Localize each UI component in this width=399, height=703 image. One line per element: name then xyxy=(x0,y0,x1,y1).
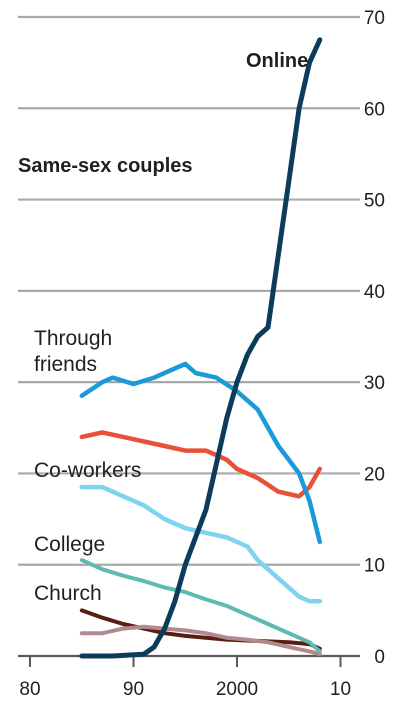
grid-lines xyxy=(18,15,360,658)
series-line-online xyxy=(79,37,323,659)
series-line-through-friends xyxy=(79,361,323,545)
series-label-co-workers: Co-workers xyxy=(34,459,141,482)
x-tick-label-2010: 10 xyxy=(330,679,351,700)
series-label-church: Church xyxy=(34,582,102,605)
x-tick-label-2000: 2000 xyxy=(216,679,258,700)
x-axis: 80 90 2000 10 xyxy=(19,656,351,700)
y-tick-label-30: 30 xyxy=(364,373,385,394)
chart-subtitle: Same-sex couples xyxy=(18,155,193,177)
series-line-co-workers xyxy=(79,484,323,604)
y-tick-label-70: 70 xyxy=(364,8,385,29)
series-label-through-friends-line2: friends xyxy=(34,353,97,376)
series-label-college: College xyxy=(34,533,105,556)
y-axis-tick-labels: 0 10 20 30 40 50 60 70 xyxy=(364,8,385,668)
x-tick-label-1990: 90 xyxy=(123,679,144,700)
y-tick-label-10: 10 xyxy=(364,556,385,577)
y-tick-label-0: 0 xyxy=(374,647,385,668)
series-label-online: Online xyxy=(246,50,308,72)
series-line-college xyxy=(79,558,322,654)
series-label-through-friends: Through xyxy=(34,327,112,350)
y-tick-label-40: 40 xyxy=(364,282,385,303)
series-line-unlabeled-6 xyxy=(79,608,322,651)
series-lines xyxy=(79,37,323,659)
y-tick-label-60: 60 xyxy=(364,99,385,120)
y-tick-label-50: 50 xyxy=(364,191,385,212)
y-tick-label-20: 20 xyxy=(364,464,385,485)
series-line-church xyxy=(79,624,322,657)
x-tick-label-1980: 80 xyxy=(19,679,40,700)
